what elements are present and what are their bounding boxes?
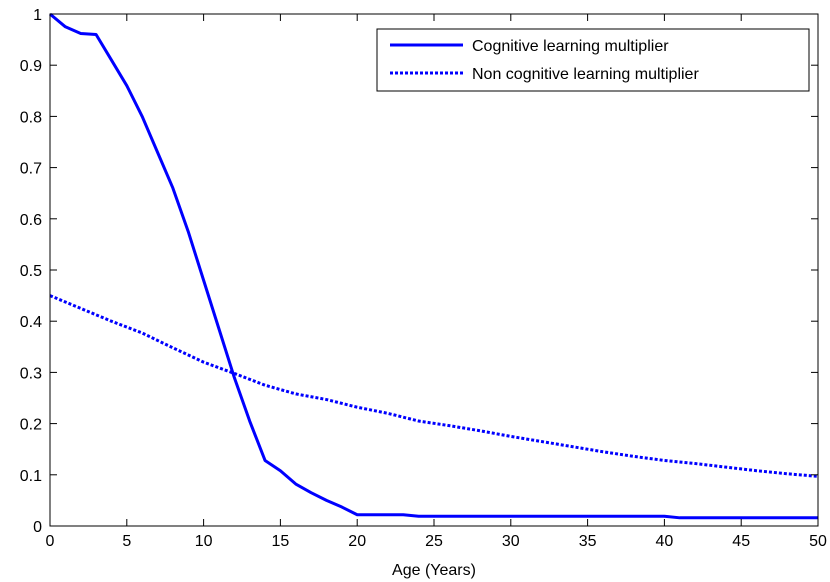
x-tick-label: 0 — [46, 533, 55, 550]
y-tick-label: 0.3 — [20, 365, 42, 382]
x-tick-label: 15 — [272, 533, 290, 550]
y-tick-label: 0.9 — [20, 58, 42, 75]
y-tick-label: 0.4 — [20, 314, 42, 331]
series-line-2 — [49, 294, 819, 478]
x-tick-label: 5 — [122, 533, 131, 550]
x-tick-label: 50 — [809, 533, 827, 550]
y-tick-label: 0.2 — [20, 417, 42, 434]
plot-area — [50, 14, 818, 526]
ticks-layer: 0 5 10 15 20 25 30 35 40 45 50 0 0.1 0.2 0.3 0.4 0.5 0.6 0… — [20, 7, 827, 550]
x-tick-label: 30 — [502, 533, 520, 550]
legend-label-2: Non cognitive learning multiplier — [472, 66, 699, 83]
x-tick-label: 35 — [579, 533, 597, 550]
x-tick-label: 45 — [732, 533, 750, 550]
x-tick-label: 40 — [656, 533, 674, 550]
y-tick-label: 0.7 — [20, 161, 42, 178]
x-tick-label: 25 — [425, 533, 443, 550]
legend-label-1: Cognitive learning multiplier — [472, 38, 669, 55]
y-tick-label: 1 — [33, 7, 42, 24]
y-tick-label: 0.5 — [20, 263, 42, 280]
series-line-1 — [49, 12, 818, 520]
legend: Cognitive learning multiplier Non cogniti… — [376, 28, 810, 92]
plot-frame — [49, 13, 819, 527]
x-tick-label: 20 — [348, 533, 366, 550]
y-tick-label: 0 — [33, 519, 42, 536]
y-tick-label: 0.6 — [20, 212, 42, 229]
x-tick-label: 10 — [195, 533, 213, 550]
legend-box — [376, 28, 810, 92]
y-tick-label: 0.1 — [20, 468, 42, 485]
series-layer — [49, 12, 819, 520]
y-tick-label: 0.8 — [20, 109, 42, 126]
x-axis-label: Age (Years) — [392, 562, 476, 579]
